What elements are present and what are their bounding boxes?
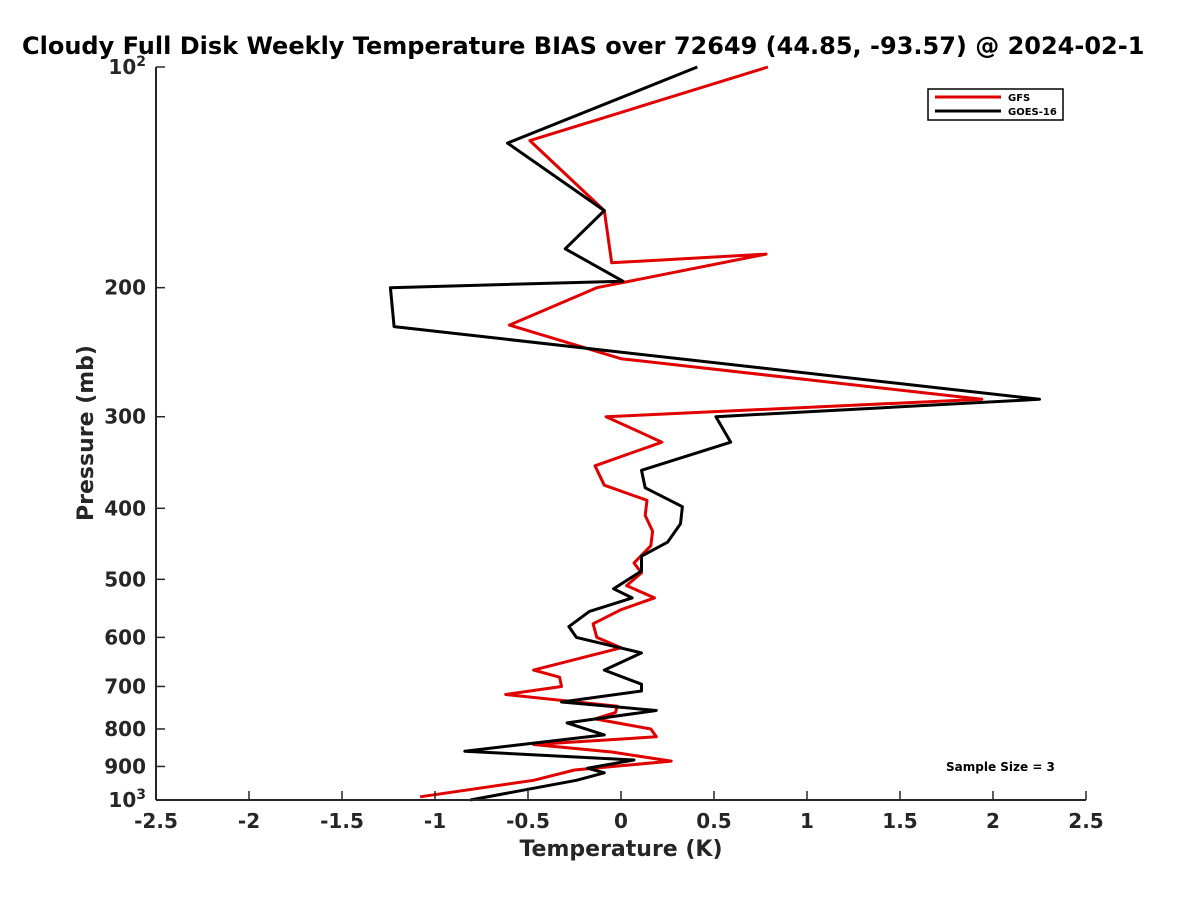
y-tick-label: 103 <box>108 787 146 812</box>
y-tick-label: 400 <box>104 496 146 520</box>
x-tick-label: -1.5 <box>320 809 364 833</box>
x-tick-label: -0.5 <box>506 809 550 833</box>
y-tick-label: 102 <box>108 54 146 79</box>
series-line-gfs <box>419 65 984 799</box>
legend: GFS GOES-16 <box>927 88 1064 121</box>
y-ticks: 102 200 300 400 500 600 700 800 900 103 <box>104 54 165 812</box>
y-tick-label: 500 <box>104 567 146 591</box>
legend-label: GFS <box>1008 93 1030 104</box>
y-tick-label: 300 <box>104 405 146 429</box>
x-tick-label: 2 <box>986 809 1000 833</box>
y-tick-label: 200 <box>104 276 146 300</box>
y-axis-label: Pressure (mb) <box>74 345 99 521</box>
x-ticks: -2.5 -2 -1.5 -1 -0.5 0 0.5 1 1.5 2 2.5 <box>134 791 1104 833</box>
x-axis-label: Temperature (K) <box>519 837 722 862</box>
x-tick-label: 0 <box>614 809 628 833</box>
x-tick-label: -2 <box>238 809 260 833</box>
y-tick-label: 800 <box>104 717 146 741</box>
legend-label: GOES-16 <box>1008 107 1057 118</box>
chart-title: Cloudy Full Disk Weekly Temperature BIAS… <box>22 32 1144 60</box>
x-tick-label: 2.5 <box>1068 809 1103 833</box>
series-line-goes-16 <box>388 65 1041 802</box>
x-tick-label: -1 <box>424 809 446 833</box>
legend-box <box>927 88 1064 121</box>
y-tick-label: 900 <box>104 754 146 778</box>
x-tick-label: 1.5 <box>882 809 917 833</box>
y-tick-label: 700 <box>104 674 146 698</box>
plot-background <box>156 67 1086 800</box>
x-tick-label: 0.5 <box>696 809 731 833</box>
x-tick-label: -2.5 <box>134 809 178 833</box>
sample-size-annotation: Sample Size = 3 <box>946 760 1055 774</box>
y-tick-label: 600 <box>104 625 146 649</box>
x-tick-label: 1 <box>800 809 814 833</box>
series-layer <box>388 65 1041 802</box>
